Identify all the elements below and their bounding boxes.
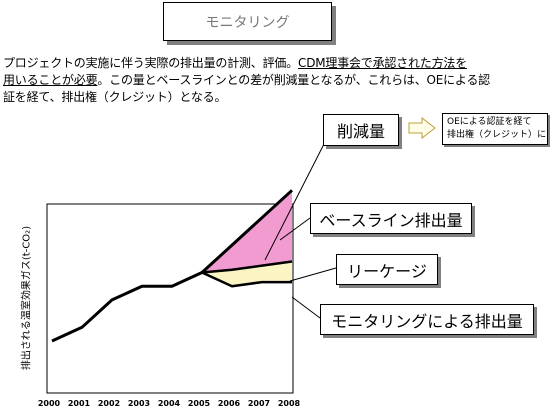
x-tick-label: 2008 [278, 399, 301, 408]
callout-reduction-label: 削減量 [336, 122, 385, 141]
page-title-box: モニタリング [163, 2, 332, 41]
x-tick-label: 2000 [38, 399, 61, 408]
leakage-area [202, 261, 292, 287]
history-line [51, 271, 203, 343]
leader-reduction [264, 143, 325, 261]
x-tick-label: 2006 [218, 399, 241, 408]
y-axis-label: 排出される温室効果ガス(t-CO₂) [21, 225, 33, 371]
credit-note-line2: 排出権（クレジット）に [447, 130, 547, 140]
callout-monitoring: モニタリングによる排出量 [320, 304, 534, 335]
arrow-right-icon [408, 117, 436, 139]
page-title: モニタリング [205, 14, 290, 31]
x-tick-label: 2003 [128, 399, 150, 408]
series-lines [51, 189, 294, 343]
leader-leakage [289, 267, 337, 282]
intro-line2-underlined: 用いることが必要 [3, 73, 98, 87]
monitoring-line [201, 271, 292, 288]
baseline-line [200, 189, 294, 274]
x-tick-label: 2005 [188, 399, 211, 408]
credit-note-line1: OEによる認証を経て [447, 117, 532, 127]
callout-reduction: 削減量 [323, 114, 399, 146]
callout-leakage-label: リーケージ [347, 261, 427, 281]
callout-leakage: リーケージ [336, 254, 438, 285]
intro-paragraph: プロジェクトの実施に伴う実際の排出量の計測、評価。CDM理事会で承認された方法を… [3, 55, 555, 106]
intro-line3: 証を経て、排出権（クレジット）となる。 [3, 90, 227, 104]
callout-baseline: ベースライン排出量 [310, 203, 472, 234]
x-tick-label: 2007 [248, 399, 270, 408]
intro-line1-underlined: CDM理事会で承認された方法を [298, 56, 467, 70]
intro-line1-plain: プロジェクトの実施に伴う実際の排出量の計測、評価。 [3, 56, 299, 70]
x-tick-label: 2004 [158, 399, 181, 408]
leader-baseline [279, 217, 311, 241]
callout-baseline-label: ベースライン排出量 [319, 210, 463, 230]
callout-monitoring-label: モニタリングによる排出量 [331, 311, 523, 331]
x-tick-labels: 2000 2001 2002 2003 2004 2005 2006 2007 2008 [38, 399, 301, 408]
leakage-line [201, 260, 293, 274]
intro-line2-plain: 。この量とベースラインとの差が削減量となるが、これらは、OEによる認 [97, 73, 490, 87]
leader-monitoring [291, 296, 321, 319]
x-tick-label: 2001 [68, 399, 91, 408]
x-tick-label: 2002 [98, 399, 120, 408]
credit-note: OEによる認証を経て 排出権（クレジット）に [442, 113, 548, 145]
